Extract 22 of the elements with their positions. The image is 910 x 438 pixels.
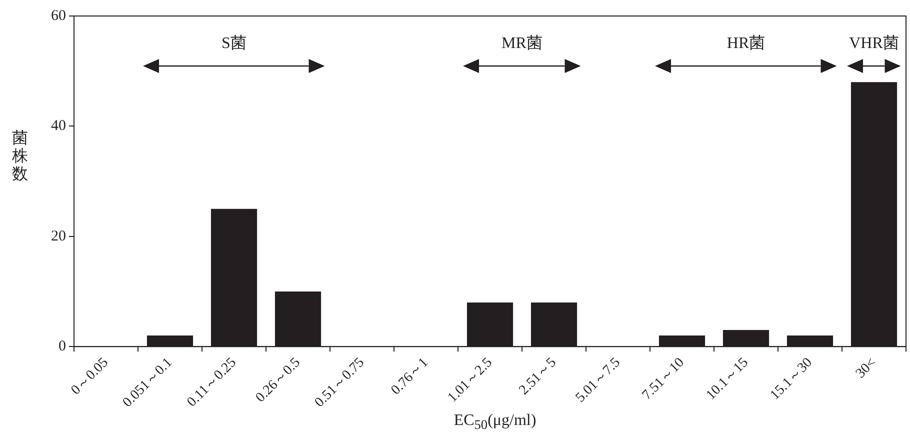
x-tick-label: 0.76～1 (388, 355, 432, 398)
x-tick-label: 2.51～5 (516, 355, 560, 398)
x-tick-label: 0.11～0.25 (184, 355, 240, 410)
x-tick-label: 0.26～0.5 (253, 355, 304, 406)
y-axis-title: 菌株数 (12, 130, 28, 184)
x-tick-label: 15.1～30 (768, 355, 816, 404)
y-tick-label: 60 (51, 8, 66, 24)
x-tick-label: 7.51～10 (640, 355, 688, 404)
x-axis-title: EC$_{50}$(μg/ml) (452, 412, 538, 434)
annotation: HR菌 (726, 34, 766, 52)
x-tick-label: 0～0.05 (68, 355, 112, 398)
y-tick-label: 20 (51, 228, 66, 244)
annotation: MR菌 (502, 34, 542, 52)
x-tick-label: 10.1～15 (704, 355, 752, 404)
x-tick-label: 0.51～0.75 (312, 355, 368, 410)
x-tick-label: 30< (853, 355, 880, 382)
y-tick-label: 0 (58, 338, 66, 355)
y-tick-label: 40 (51, 118, 66, 134)
annotation: VHR菌 (849, 34, 899, 52)
x-tick-label: 5.01～7.5 (573, 355, 624, 406)
annotation: S菌 (222, 34, 246, 52)
x-tick-label: 1.01～2.5 (445, 355, 496, 406)
